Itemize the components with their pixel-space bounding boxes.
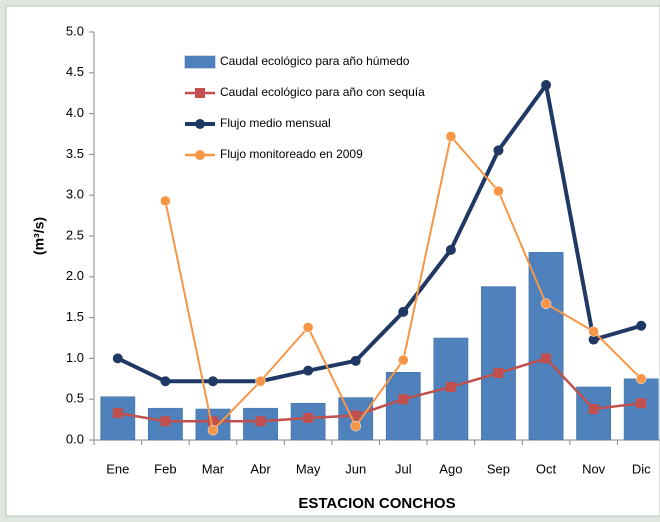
x-tick-label: Feb: [154, 461, 176, 476]
legend-label: Caudal ecológico para año con sequía: [220, 85, 425, 99]
marker: [350, 355, 361, 366]
x-tick-label: Mar: [202, 461, 225, 476]
marker: [445, 131, 457, 142]
marker: [588, 334, 599, 345]
marker: [493, 185, 504, 197]
marker: [493, 368, 504, 379]
marker: [445, 381, 456, 392]
marker: [160, 416, 171, 427]
marker: [588, 326, 599, 337]
legend-label: Caudal ecológico para año húmedo: [220, 54, 410, 68]
marker: [588, 403, 599, 414]
y-tick-label: 0.5: [66, 391, 84, 406]
y-tick-label: 1.5: [66, 309, 84, 324]
marker: [112, 408, 123, 419]
legend-marker: [195, 88, 205, 98]
y-tick-label: 0.0: [66, 431, 84, 446]
y-axis-label: (m³/s): [31, 217, 47, 255]
x-tick-label: Jul: [395, 461, 412, 476]
bar: [100, 396, 136, 441]
marker: [160, 376, 171, 387]
marker: [302, 322, 314, 333]
bar: [528, 252, 564, 441]
marker: [255, 375, 266, 387]
x-axis-label: ESTACION CONCHOS: [298, 495, 455, 512]
marker: [303, 412, 314, 423]
x-tick-label: Ene: [106, 461, 129, 476]
bar: [385, 372, 421, 441]
marker: [398, 394, 409, 405]
y-tick-label: 1.0: [66, 350, 84, 365]
marker: [303, 365, 314, 376]
marker: [540, 298, 552, 309]
x-tick-label: Nov: [582, 461, 606, 476]
marker: [207, 376, 218, 387]
y-tick-label: 3.5: [66, 146, 84, 161]
marker: [541, 80, 552, 91]
marker: [398, 354, 409, 366]
legend-swatch: [184, 55, 216, 69]
marker: [207, 424, 219, 436]
x-tick-label: Jun: [345, 461, 366, 476]
legend-marker: [195, 150, 205, 160]
x-tick-label: Dic: [632, 461, 651, 476]
marker: [541, 353, 552, 364]
marker: [398, 306, 409, 317]
line: [116, 80, 642, 384]
y-tick-label: 2.5: [66, 227, 84, 242]
y-tick-label: 4.5: [66, 64, 84, 79]
marker: [445, 244, 456, 255]
y-tick-label: 4.0: [66, 105, 84, 120]
x-tick-label: Abr: [250, 461, 271, 476]
legend-label: Flujo monitoreado en 2009: [220, 147, 363, 161]
marker: [207, 416, 218, 427]
bar: [623, 378, 659, 441]
marker: [160, 195, 171, 207]
marker: [636, 398, 647, 409]
legend-label: Flujo medio mensual: [220, 116, 331, 130]
marker: [112, 353, 123, 364]
x-tick-label: Oct: [536, 461, 557, 476]
marker: [255, 416, 266, 427]
y-tick-label: 3.0: [66, 187, 84, 202]
bar: [481, 286, 516, 441]
marker: [350, 410, 361, 421]
marker: [493, 145, 504, 156]
marker: [350, 420, 361, 432]
line: [117, 356, 642, 423]
y-tick-label: 5.0: [66, 23, 84, 38]
x-tick-label: Sep: [487, 461, 510, 476]
marker: [635, 373, 647, 385]
legend-marker: [195, 119, 205, 129]
x-tick-label: Ago: [439, 461, 462, 476]
x-tick-label: May: [296, 461, 321, 476]
marker: [636, 320, 647, 331]
y-tick-label: 2.0: [66, 268, 84, 283]
